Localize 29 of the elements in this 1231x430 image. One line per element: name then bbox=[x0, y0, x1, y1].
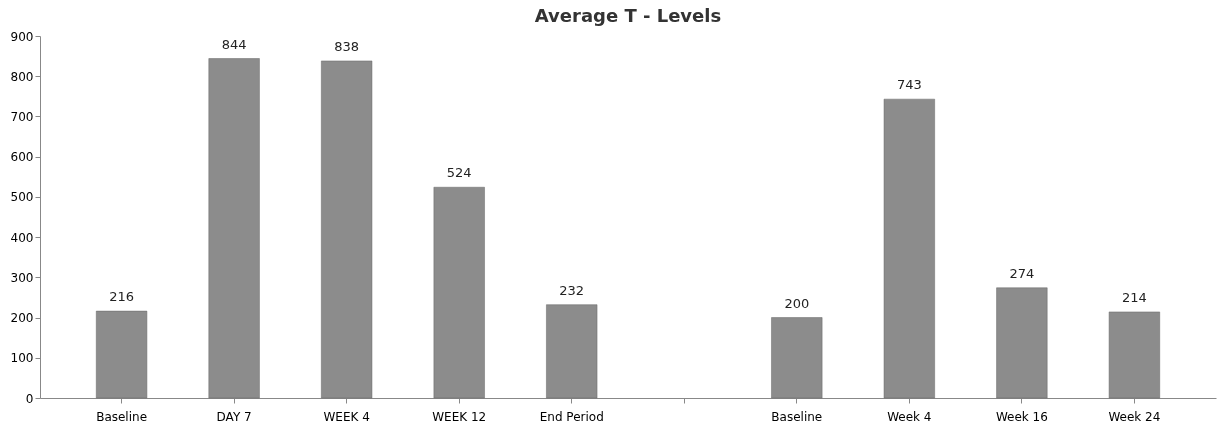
data-label: 274 bbox=[1009, 265, 1035, 281]
y-tick-label: 900 bbox=[10, 29, 34, 44]
y-tick-label: 200 bbox=[10, 311, 34, 326]
y-tick-label: 100 bbox=[10, 351, 34, 366]
x-tick-label: End Period bbox=[539, 409, 604, 424]
data-label: 214 bbox=[1122, 289, 1147, 305]
data-label: 216 bbox=[109, 289, 134, 305]
x-tick-label: Week 16 bbox=[995, 409, 1048, 424]
x-tick-label: WEEK 4 bbox=[323, 409, 370, 424]
y-tick-label: 300 bbox=[10, 270, 34, 285]
x-tick-label: Week 4 bbox=[887, 409, 932, 424]
data-label: 232 bbox=[559, 282, 585, 298]
data-label: 838 bbox=[334, 38, 360, 54]
y-tick-label: 800 bbox=[10, 69, 34, 84]
y-tick-label: 500 bbox=[10, 190, 34, 205]
data-label: 200 bbox=[784, 295, 810, 311]
x-tick-label: Week 24 bbox=[1108, 409, 1161, 424]
y-tick-label: 400 bbox=[10, 230, 34, 245]
x-tick-label: Baseline bbox=[96, 409, 148, 424]
x-tick-label: WEEK 12 bbox=[432, 409, 487, 424]
x-tick-label: Baseline bbox=[771, 409, 823, 424]
y-tick-label: 600 bbox=[10, 150, 34, 165]
data-label: 524 bbox=[446, 165, 472, 181]
x-tick-label: DAY 7 bbox=[216, 409, 252, 424]
y-tick-label: 0 bbox=[25, 391, 34, 406]
data-label: 844 bbox=[221, 36, 247, 52]
chart-title: Average T - Levels bbox=[534, 5, 722, 26]
data-label: 743 bbox=[896, 77, 922, 93]
y-tick-label: 700 bbox=[10, 109, 34, 124]
